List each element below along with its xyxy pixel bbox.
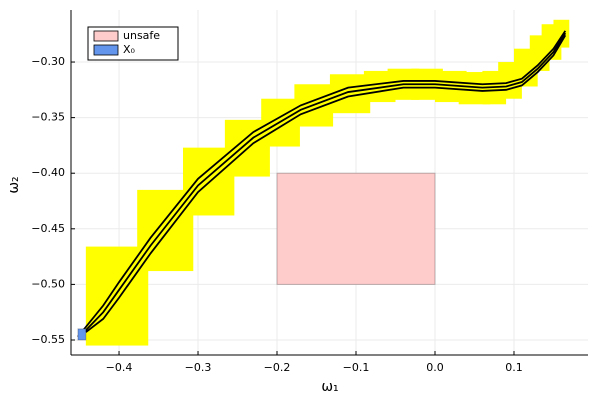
- y-tick-label: −0.55: [31, 333, 65, 346]
- legend-swatch: [93, 30, 119, 42]
- x-tick-label: 0.1: [505, 361, 523, 374]
- x-tick-label: −0.4: [106, 361, 133, 374]
- legend-label: X₀: [123, 43, 136, 56]
- trajectory: [85, 34, 567, 333]
- x-tick-label: −0.2: [264, 361, 291, 374]
- x-tick-label: −0.1: [343, 361, 370, 374]
- y-axis-label: ω₂: [6, 176, 22, 193]
- y-tick-label: −0.30: [31, 55, 65, 68]
- legend-swatch: [93, 44, 119, 56]
- y-tick-label: −0.35: [31, 111, 65, 124]
- x-tick-label: −0.3: [185, 361, 212, 374]
- x-tick-label: 0.0: [426, 361, 444, 374]
- y-tick-label: −0.40: [31, 166, 65, 179]
- y-tick-label: −0.50: [31, 277, 65, 290]
- trajectory: [81, 32, 567, 336]
- region: [276, 172, 436, 285]
- y-tick-label: −0.45: [31, 222, 65, 235]
- region: [77, 328, 87, 341]
- reach-set: [553, 19, 570, 48]
- legend-label: unsafe: [123, 29, 160, 42]
- x-axis-label: ω₁: [321, 379, 338, 395]
- trajectory: [77, 30, 567, 338]
